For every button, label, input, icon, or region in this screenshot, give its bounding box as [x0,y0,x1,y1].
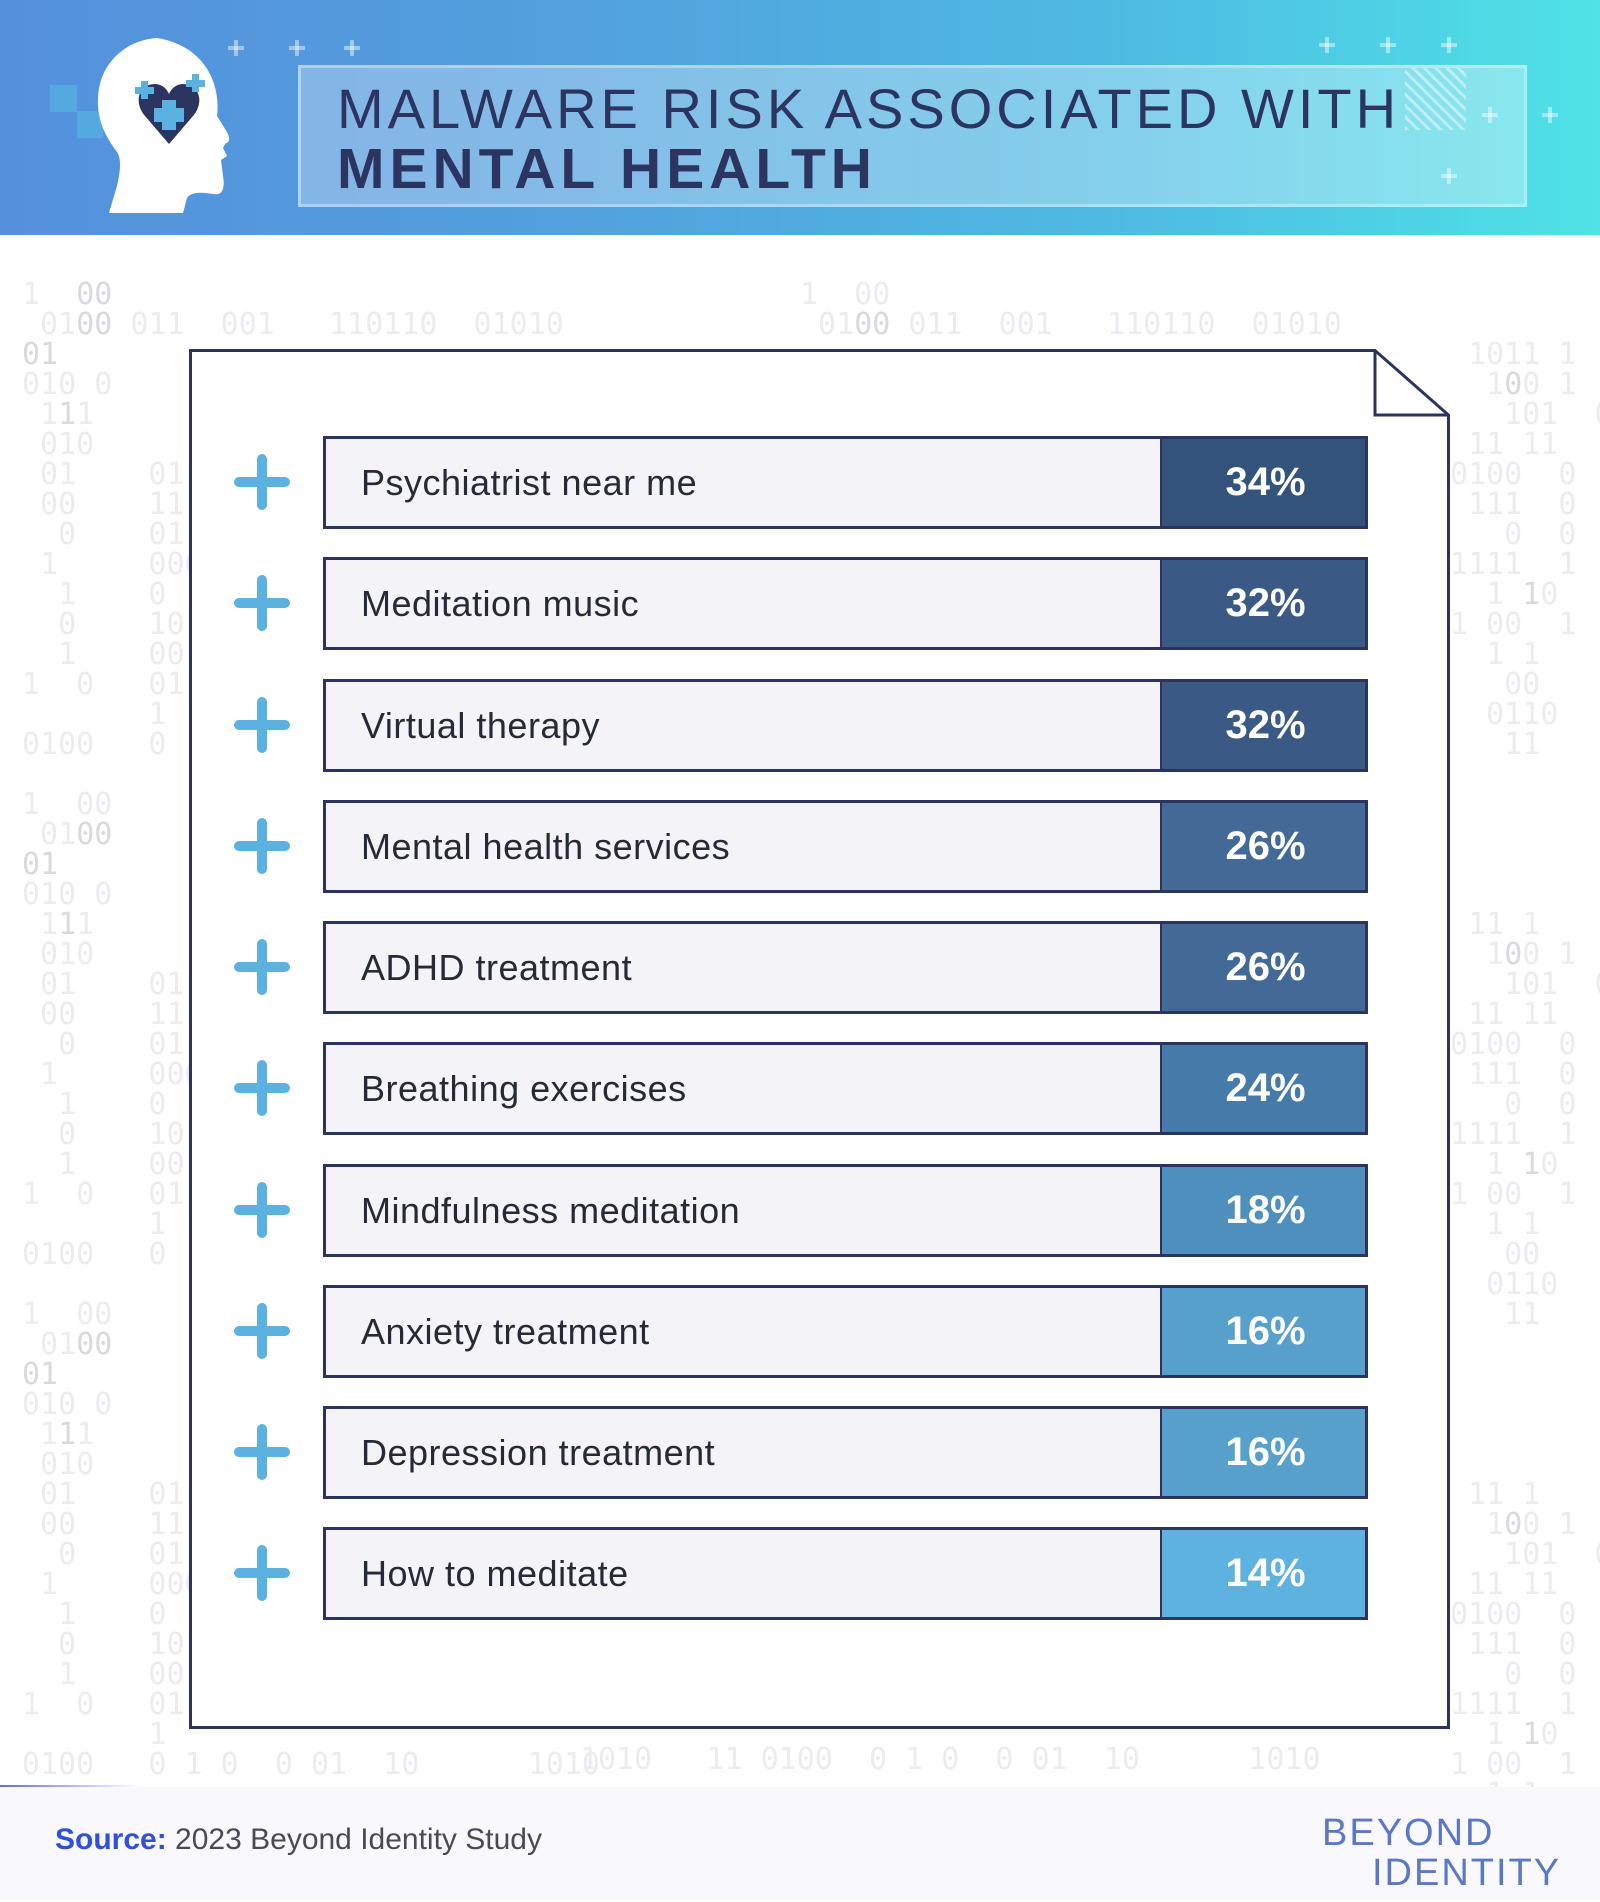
beyond-identity-logo: BEYOND IDENTITY [1322,1813,1561,1893]
head-with-heart-icon [97,38,230,213]
decor-plus-icon [344,40,360,56]
bar-label: ADHD treatment [326,924,1162,1011]
binary-background-bottom: 1010 11 0100 0 1 0 0 01 10 1010 [580,1742,1321,1777]
decor-plus-icon [1319,37,1335,53]
chart-row: Mental health services 26% [0,800,1600,893]
decor-hatch [1405,68,1466,130]
page-title-line2: MENTAL HEALTH [337,137,877,201]
bar: Virtual therapy 32% [323,679,1368,772]
bar: How to meditate 14% [323,1527,1368,1620]
plus-icon [234,939,290,995]
binary-background-left: 1 00 0100 011 001 110110 01010 01 010 0 … [22,277,600,1782]
bar: Psychiatrist near me 34% [323,436,1368,529]
logo-line1: BEYOND [1322,1812,1495,1854]
title-box: MALWARE RISK ASSOCIATED WITH MENTAL HEAL… [298,65,1527,207]
bar-label: Anxiety treatment [326,1288,1162,1375]
bar-value: 26% [1162,803,1365,890]
plus-icon [234,1303,290,1359]
footer-divider [0,1785,140,1787]
decor-plus-icon [1441,168,1457,184]
bar-label: Breathing exercises [326,1045,1162,1132]
bar-label: Virtual therapy [326,682,1162,769]
bar-value: 16% [1162,1288,1365,1375]
source-label: Source: [55,1823,167,1856]
binary-background-right: 1011 1 100 1 101 0 11 11 0100 0 111 0 0 … [1450,337,1600,1900]
decor-square [50,85,77,112]
bar: Depression treatment 16% [323,1406,1368,1499]
decor-plus-icon [1542,107,1558,123]
bar-label: Psychiatrist near me [326,439,1162,526]
bar: Breathing exercises 24% [323,1042,1368,1135]
source-text: 2023 Beyond Identity Study [175,1823,542,1856]
plus-icon [234,454,290,510]
bar: Anxiety treatment 16% [323,1285,1368,1378]
footer: Source: 2023 Beyond Identity Study BEYON… [0,1787,1600,1900]
source-note: Source: 2023 Beyond Identity Study [55,1823,542,1857]
bar-label: Mindfulness meditation [326,1167,1162,1254]
decor-square [77,111,103,138]
chart-row: Virtual therapy 32% [0,679,1600,772]
decor-plus-icon [289,40,305,56]
plus-icon [234,818,290,874]
page-title-line1: MALWARE RISK ASSOCIATED WITH [337,77,1401,140]
plus-icon [234,1424,290,1480]
bar-value: 32% [1162,682,1365,769]
bar-label: Meditation music [326,560,1162,647]
decor-plus-icon [1441,37,1457,53]
bar: Meditation music 32% [323,557,1368,650]
bar-label: How to meditate [326,1530,1162,1617]
plus-icon [234,697,290,753]
chart-row: Breathing exercises 24% [0,1042,1600,1135]
chart-row: Psychiatrist near me 34% [0,436,1600,529]
bar-value: 32% [1162,560,1365,647]
chart-row: Anxiety treatment 16% [0,1285,1600,1378]
binary-background-top: 1 00 0100 011 001 110110 01010 [800,277,1342,342]
bar: Mental health services 26% [323,800,1368,893]
plus-icon [234,1060,290,1116]
chart-row: Meditation music 32% [0,557,1600,650]
bar-value: 18% [1162,1167,1365,1254]
decor-plus-icon [1482,107,1498,123]
bar-value: 34% [1162,439,1365,526]
chart-row: Depression treatment 16% [0,1406,1600,1499]
plus-icon [234,1182,290,1238]
chart-card [189,349,1450,1729]
bar-label: Depression treatment [326,1409,1162,1496]
chart-row: Mindfulness meditation 18% [0,1164,1600,1257]
bar-value: 24% [1162,1045,1365,1132]
header-banner: MALWARE RISK ASSOCIATED WITH MENTAL HEAL… [0,0,1600,235]
chart-row: ADHD treatment 26% [0,921,1600,1014]
logo-line2: IDENTITY [1372,1852,1562,1894]
decor-plus-icon [228,40,244,56]
bar: Mindfulness meditation 18% [323,1164,1368,1257]
bar-value: 26% [1162,924,1365,1011]
bar: ADHD treatment 26% [323,921,1368,1014]
plus-icon [234,1545,290,1601]
bar-label: Mental health services [326,803,1162,890]
bar-value: 16% [1162,1409,1365,1496]
chart-row: How to meditate 14% [0,1527,1600,1620]
bar-value: 14% [1162,1530,1365,1617]
plus-icon [234,575,290,631]
decor-plus-icon [1380,37,1396,53]
